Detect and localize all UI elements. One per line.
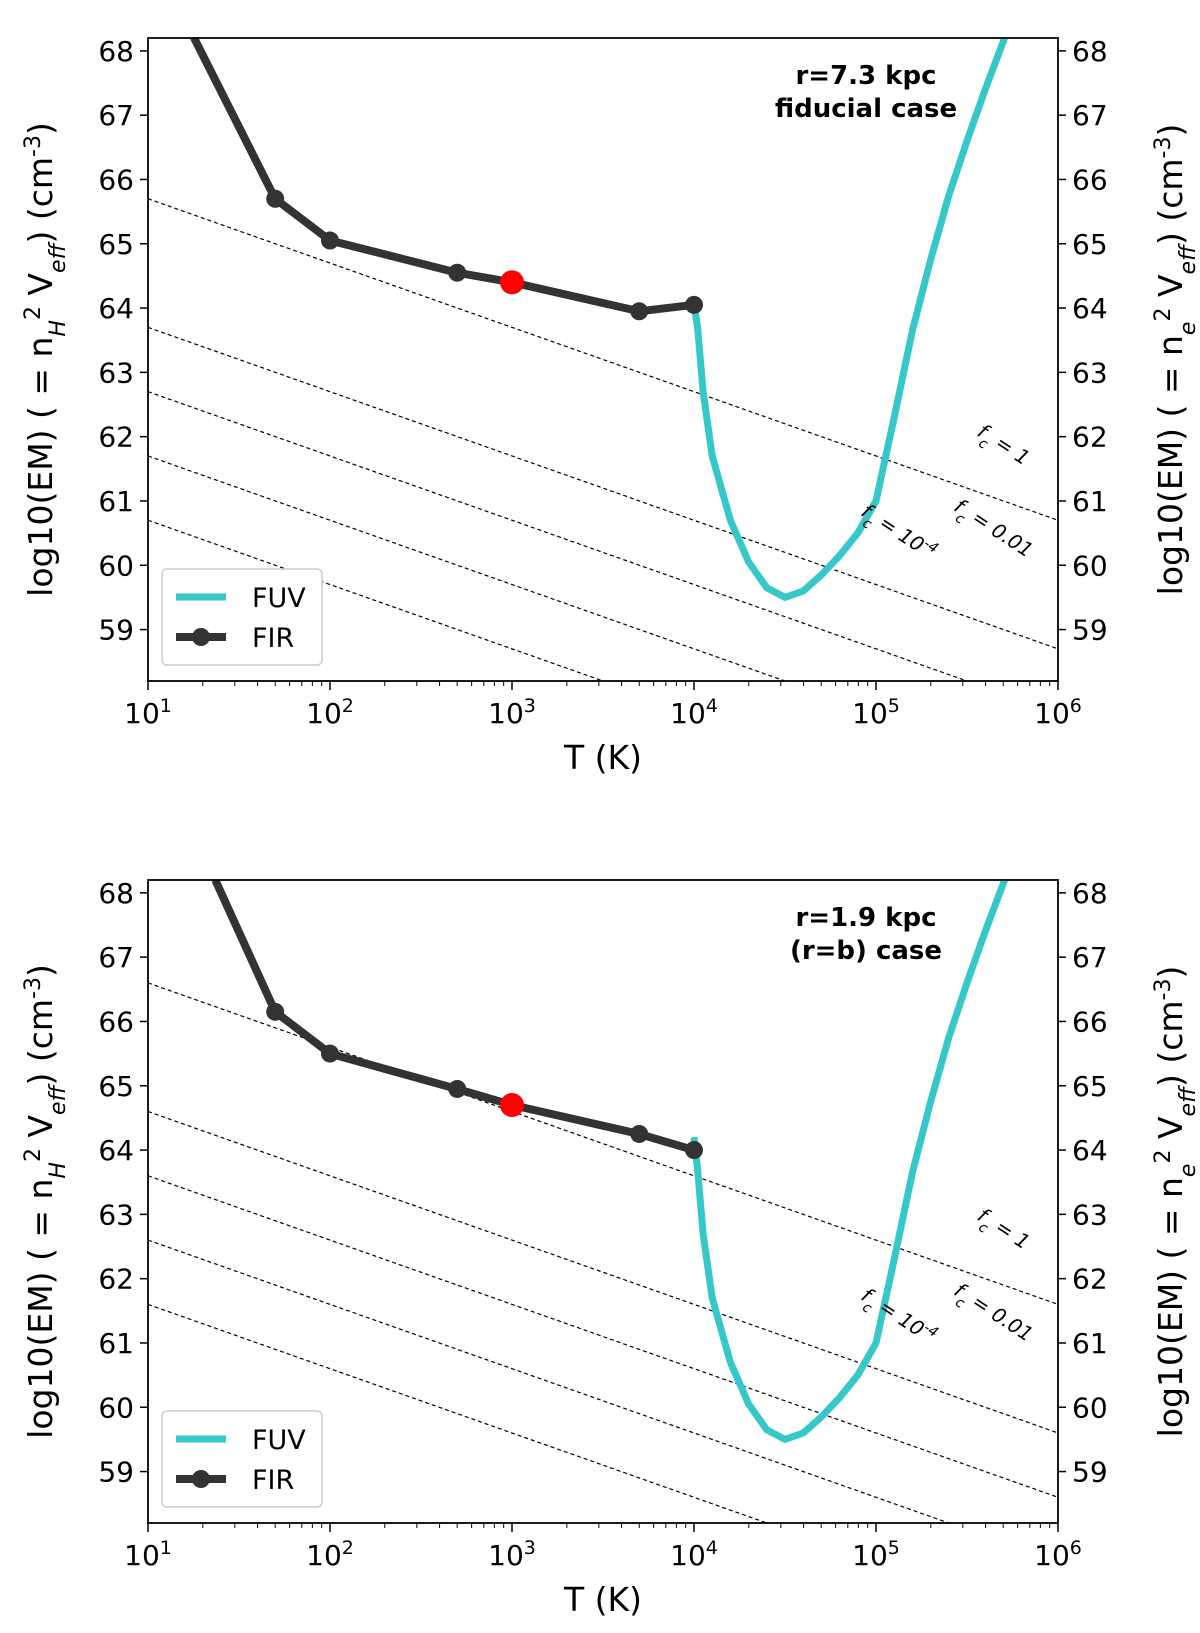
fc-reference-line bbox=[148, 455, 786, 681]
y-tick-label-left: 62 bbox=[98, 421, 134, 454]
x-tick-label: 104 bbox=[670, 695, 718, 730]
fc-reference-line bbox=[148, 519, 604, 681]
y-tick-label-right: 67 bbox=[1072, 941, 1108, 974]
fc-reference-line bbox=[148, 1239, 949, 1523]
y-axis-title-left: log10(EM) ( = nH2 Veff) (cm-3) bbox=[21, 122, 71, 597]
x-tick-label: 101 bbox=[124, 695, 172, 730]
x-tick-label: 102 bbox=[306, 1537, 354, 1572]
x-tick-label: 102 bbox=[306, 695, 354, 730]
y-tick-label-left: 65 bbox=[98, 228, 134, 261]
fuv-line bbox=[690, 38, 1009, 601]
x-tick-label: 105 bbox=[852, 695, 900, 730]
fir-data-point bbox=[321, 1044, 339, 1063]
panel-annotation: r=1.9 kpc bbox=[795, 903, 936, 933]
x-tick-label: 106 bbox=[1034, 695, 1082, 730]
x-tick-label: 104 bbox=[670, 1537, 718, 1572]
y-tick-label-left: 64 bbox=[98, 292, 134, 325]
fir-data-point bbox=[448, 263, 467, 282]
plot-frame bbox=[147, 879, 1059, 1524]
fuv-line bbox=[690, 880, 1009, 1443]
y-tick-label-left: 60 bbox=[98, 549, 134, 582]
y-tick-label-right: 65 bbox=[1072, 228, 1108, 261]
fir-data-point bbox=[266, 189, 285, 208]
y-tick-label-left: 66 bbox=[98, 1005, 134, 1038]
x-tick-label: 103 bbox=[488, 695, 536, 730]
y-tick-label-left: 67 bbox=[98, 941, 134, 974]
y-tick-label-left: 65 bbox=[98, 1070, 134, 1103]
highlight-point bbox=[500, 1093, 524, 1118]
y-tick-label-right: 64 bbox=[1072, 292, 1108, 325]
y-tick-label-left: 61 bbox=[98, 485, 134, 518]
legend-label-fir: FIR bbox=[252, 623, 294, 654]
legend-label-fuv: FUV bbox=[252, 583, 306, 614]
y-tick-label-left: 68 bbox=[98, 877, 134, 910]
fir-data-point bbox=[321, 231, 339, 250]
legend-marker-fir bbox=[192, 628, 210, 646]
panel-annotation: fiducial case bbox=[775, 94, 957, 124]
y-tick-label-left: 59 bbox=[98, 1456, 134, 1489]
y-tick-label-right: 68 bbox=[1072, 877, 1108, 910]
y-tick-label-right: 65 bbox=[1072, 1070, 1108, 1103]
x-axis-title: T (K) bbox=[563, 738, 642, 777]
highlight-point bbox=[500, 270, 524, 295]
y-tick-label-left: 68 bbox=[98, 35, 134, 68]
y-tick-label-right: 61 bbox=[1072, 485, 1108, 518]
x-tick-label: 106 bbox=[1034, 1537, 1082, 1572]
y-tick-label-left: 59 bbox=[98, 614, 134, 647]
y-tick-label-left: 63 bbox=[98, 356, 134, 389]
y-tick-label-right: 68 bbox=[1072, 35, 1108, 68]
y-tick-label-left: 67 bbox=[98, 99, 134, 132]
legend-label-fuv: FUV bbox=[252, 1425, 306, 1456]
y-tick-label-right: 62 bbox=[1072, 421, 1108, 454]
y-axis-title-right: log10(EM) ( = ne2 Veff) (cm-3) bbox=[1151, 966, 1200, 1438]
fir-data-point bbox=[448, 1079, 467, 1098]
panel-annotation: r=7.3 kpc bbox=[795, 61, 936, 91]
x-tick-label: 101 bbox=[124, 1537, 172, 1572]
y-tick-label-right: 67 bbox=[1072, 99, 1108, 132]
y-tick-label-right: 60 bbox=[1072, 549, 1108, 582]
y-tick-label-right: 61 bbox=[1072, 1327, 1108, 1360]
y-tick-label-right: 63 bbox=[1072, 356, 1108, 389]
legend-marker-fir bbox=[192, 1470, 210, 1488]
panel-annotation: (r=b) case bbox=[790, 936, 942, 966]
y-tick-label-right: 59 bbox=[1072, 614, 1108, 647]
y-tick-label-left: 63 bbox=[98, 1198, 134, 1231]
fir-data-point bbox=[685, 295, 703, 314]
x-axis-title: T (K) bbox=[563, 1580, 642, 1619]
y-tick-label-right: 66 bbox=[1072, 1005, 1108, 1038]
fir-data-point bbox=[685, 1141, 703, 1160]
y-axis-title-right: log10(EM) ( = ne2 Veff) (cm-3) bbox=[1151, 124, 1200, 596]
plot-frame bbox=[147, 37, 1059, 682]
y-tick-label-left: 61 bbox=[98, 1327, 134, 1360]
y-tick-label-left: 64 bbox=[98, 1134, 134, 1167]
chart-panel-2: 101 102 103 104 105 106 59 59 60 60 61 61 62 62 63 63 64… bbox=[21, 877, 1200, 1619]
x-tick-label: 103 bbox=[488, 1537, 536, 1572]
legend-label-fir: FIR bbox=[252, 1465, 294, 1496]
y-tick-label-right: 63 bbox=[1072, 1198, 1108, 1231]
fc-reference-line bbox=[148, 391, 968, 681]
x-tick-label: 105 bbox=[852, 1537, 900, 1572]
y-axis-title-left: log10(EM) ( = nH2 Veff) (cm-3) bbox=[21, 964, 71, 1439]
y-tick-label-left: 62 bbox=[98, 1263, 134, 1296]
y-tick-label-left: 60 bbox=[98, 1391, 134, 1424]
y-tick-label-right: 64 bbox=[1072, 1134, 1108, 1167]
y-tick-label-right: 66 bbox=[1072, 163, 1108, 196]
y-tick-label-left: 66 bbox=[98, 163, 134, 196]
fir-data-point bbox=[630, 302, 649, 321]
fir-data-point bbox=[266, 1002, 285, 1021]
y-tick-label-right: 59 bbox=[1072, 1456, 1108, 1489]
fir-data-point bbox=[630, 1124, 649, 1143]
y-tick-label-right: 60 bbox=[1072, 1391, 1108, 1424]
plot-area bbox=[148, 880, 1058, 1523]
plot-area bbox=[148, 38, 1058, 681]
fc-reference-line bbox=[148, 1303, 767, 1523]
y-tick-label-right: 62 bbox=[1072, 1263, 1108, 1296]
